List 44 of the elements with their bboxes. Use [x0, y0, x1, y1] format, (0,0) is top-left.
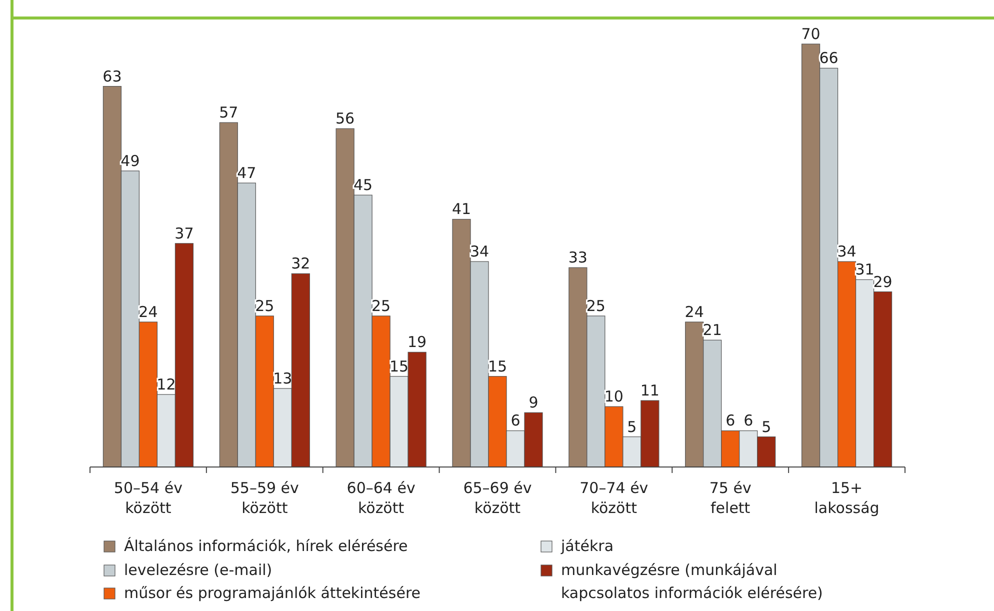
- x-tick-label: 70–74 év között: [580, 479, 648, 517]
- data-label: 33: [568, 248, 588, 267]
- x-tick-label: 55–59 év között: [230, 479, 300, 517]
- data-label: 15: [488, 357, 508, 376]
- legend-label: műsor és programajánlók áttekintésére: [124, 584, 421, 602]
- data-label: 25: [255, 296, 274, 315]
- x-tick-label: 65–69 év között: [463, 479, 532, 517]
- data-label: 70: [801, 25, 820, 43]
- data-label: 9: [528, 394, 538, 412]
- data-label: 19: [408, 333, 427, 352]
- data-label: 24: [138, 302, 158, 321]
- x-tick-label: 50–54 év között: [114, 479, 183, 517]
- data-label: 21: [702, 321, 722, 340]
- data-label: 56: [336, 110, 355, 128]
- data-label: 13: [273, 369, 292, 388]
- data-label: 57: [219, 104, 238, 122]
- data-label: 15: [390, 357, 409, 376]
- data-label: 34: [470, 242, 490, 261]
- data-label: 5: [762, 418, 772, 436]
- data-label: 29: [873, 272, 892, 291]
- data-label: 6: [510, 412, 520, 430]
- data-label: 10: [604, 388, 624, 406]
- x-tick-label: 15+ lakosság: [814, 479, 880, 517]
- data-label: 37: [174, 224, 194, 242]
- x-tick-label: 60–64 év között: [346, 479, 416, 517]
- data-label: 24: [684, 302, 704, 321]
- data-label: 31: [855, 260, 874, 279]
- data-label: 66: [819, 49, 838, 68]
- legend-label: Általános információk, hírek elérésére: [124, 537, 408, 555]
- x-tick-label: 75 év felett: [709, 479, 752, 517]
- legend-label: munkavégzésre (munkájával kapcsolatos információk elérésére): [561, 561, 823, 602]
- data-label: 25: [372, 296, 391, 315]
- data-label: 6: [744, 412, 754, 430]
- legend-label: játékra: [560, 537, 614, 555]
- data-label: 12: [156, 375, 176, 394]
- data-label: 6: [726, 412, 736, 430]
- data-label: 34: [837, 242, 856, 261]
- data-label: 11: [640, 382, 660, 400]
- legend-label: levelezésre (e-mail): [124, 561, 272, 579]
- data-label: 5: [627, 418, 637, 436]
- data-label: 41: [452, 200, 472, 218]
- data-label: 32: [291, 254, 310, 273]
- data-label: 63: [102, 67, 122, 86]
- data-label: 25: [586, 296, 606, 315]
